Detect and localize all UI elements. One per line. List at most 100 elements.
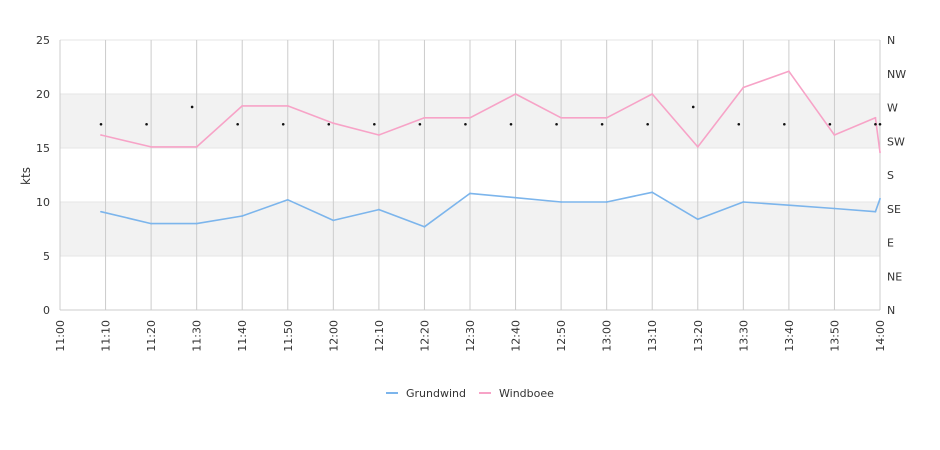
x-tick-label: 11:40 xyxy=(236,320,249,352)
direction-tick-label: NE xyxy=(887,270,902,283)
x-tick-label: 13:50 xyxy=(828,320,841,352)
y-tick-label: 15 xyxy=(36,142,50,155)
data-point-windboee xyxy=(787,70,790,73)
data-point-windboee xyxy=(514,93,517,95)
data-point-windboee xyxy=(833,134,836,136)
direction-marker xyxy=(509,122,513,126)
data-point-windboee xyxy=(605,116,608,119)
direction-axis-ticks: N NW W SW S SE E NE N xyxy=(887,34,906,317)
y-tick-label: 25 xyxy=(36,34,50,47)
data-point-windboee xyxy=(195,146,198,148)
data-point-grundwind xyxy=(833,207,836,210)
x-tick-label: 12:00 xyxy=(327,320,340,352)
data-point-windboee xyxy=(696,146,699,148)
direction-marker xyxy=(646,122,649,126)
x-tick-label: 11:20 xyxy=(145,320,158,352)
data-point-grundwind xyxy=(696,218,699,221)
x-tick-label: 12:10 xyxy=(373,320,386,352)
data-point-grundwind xyxy=(423,225,426,228)
direction-marker xyxy=(236,122,239,126)
direction-marker xyxy=(783,122,786,126)
data-point-windboee xyxy=(560,116,563,119)
x-tick-label: 13:30 xyxy=(737,320,750,352)
direction-marker xyxy=(145,122,148,126)
direction-tick-label: NW xyxy=(887,68,906,81)
legend: Grundwind Windboee xyxy=(386,387,554,400)
direction-marker xyxy=(190,105,194,109)
x-tick-label: 12:20 xyxy=(418,320,431,352)
x-tick-label: 11:30 xyxy=(191,320,204,352)
x-tick-label: 14:00 xyxy=(874,320,887,352)
data-point-grundwind xyxy=(377,208,380,211)
data-point-windboee xyxy=(241,104,244,107)
data-point-grundwind xyxy=(241,215,244,217)
direction-marker xyxy=(878,122,882,126)
direction-tick-label: SE xyxy=(887,203,901,216)
x-tick-label: 11:00 xyxy=(54,320,67,352)
data-point-windboee xyxy=(332,122,335,125)
direction-marker xyxy=(874,122,877,126)
x-tick-label: 13:10 xyxy=(646,320,659,352)
x-tick-label: 13:40 xyxy=(783,320,796,352)
y-tick-label: 0 xyxy=(43,304,50,317)
data-point-windboee xyxy=(423,116,426,119)
data-point-grundwind xyxy=(100,210,102,213)
y-tick-label: 10 xyxy=(36,196,50,209)
data-point-grundwind xyxy=(469,192,471,195)
data-point-grundwind xyxy=(150,222,153,225)
x-tick-label: 13:00 xyxy=(601,320,614,352)
direction-marker xyxy=(418,122,422,126)
direction-tick-label: W xyxy=(887,102,898,115)
direction-marker xyxy=(691,105,695,109)
grid-lines xyxy=(59,39,881,311)
series-lines xyxy=(100,70,881,228)
x-tick-label: 12:30 xyxy=(464,320,477,352)
data-point-windboee xyxy=(150,146,153,148)
x-tick-label: 11:10 xyxy=(100,320,113,352)
direction-markers xyxy=(99,105,882,126)
data-point-grundwind xyxy=(605,201,608,203)
data-point-grundwind xyxy=(514,196,517,199)
direction-tick-label: N xyxy=(887,304,895,317)
direction-marker xyxy=(828,122,832,126)
data-point-windboee xyxy=(100,134,102,136)
data-point-windboee xyxy=(651,93,654,95)
direction-tick-label: SW xyxy=(887,135,905,148)
direction-marker xyxy=(555,122,558,126)
x-tick-label: 12:40 xyxy=(510,320,523,352)
x-axis-ticks: 11:00 11:10 11:20 11:30 11:40 11:50 12:00 12:10… xyxy=(54,320,887,352)
y-tick-label: 20 xyxy=(36,88,50,101)
direction-tick-label: E xyxy=(887,237,894,250)
y-axis-label: kts xyxy=(19,167,33,185)
data-point-windboee xyxy=(874,116,877,119)
direction-marker xyxy=(373,122,376,126)
data-point-windboee xyxy=(742,86,745,89)
data-point-grundwind xyxy=(286,198,289,201)
y-axis-ticks: 0 5 10 15 20 25 xyxy=(36,34,50,317)
data-point-grundwind xyxy=(195,222,198,225)
x-tick-label: 13:20 xyxy=(692,320,705,352)
data-point-windboee xyxy=(469,116,471,119)
data-point-windboee xyxy=(377,134,380,136)
direction-marker xyxy=(600,122,604,126)
data-point-grundwind xyxy=(560,201,563,203)
legend-label-grundwind: Grundwind xyxy=(406,387,466,400)
data-point-windboee xyxy=(879,151,881,154)
legend-label-windboee: Windboee xyxy=(499,387,554,400)
data-point-grundwind xyxy=(879,197,881,200)
direction-marker xyxy=(464,122,467,126)
direction-marker xyxy=(327,122,331,126)
data-point-grundwind xyxy=(332,219,335,222)
direction-marker xyxy=(281,122,285,126)
data-point-grundwind xyxy=(787,204,790,207)
data-point-windboee xyxy=(286,104,289,107)
direction-tick-label: N xyxy=(887,34,895,47)
y-tick-label: 5 xyxy=(43,250,50,263)
direction-tick-label: S xyxy=(887,169,894,182)
direction-marker xyxy=(99,122,103,126)
x-tick-label: 11:50 xyxy=(282,320,295,352)
x-tick-label: 12:50 xyxy=(555,320,568,352)
direction-marker xyxy=(737,122,741,126)
data-point-grundwind xyxy=(651,191,654,194)
